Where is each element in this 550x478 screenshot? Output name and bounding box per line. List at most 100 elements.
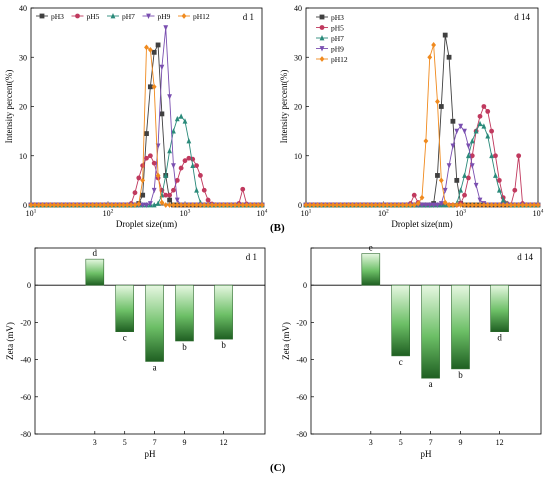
x-tick-label: 102 [378, 209, 389, 219]
data-point [500, 197, 506, 203]
data-point [36, 202, 42, 208]
data-point [319, 202, 324, 208]
data-point [124, 202, 130, 208]
chart-zeta-day14: -80 -60 -40 -20 0 3 e 5 c 7 a 9 b 12 d pH Zeta (mV) d 14 [281, 243, 542, 459]
y-tick-label: -20 [296, 318, 307, 327]
data-point [473, 202, 479, 208]
y-tick-label: 10 [294, 152, 302, 161]
data-point [147, 84, 153, 90]
data-point [527, 202, 533, 208]
data-point [159, 199, 165, 206]
data-point [248, 202, 253, 208]
x-tick-label: 104 [533, 209, 544, 219]
data-point [186, 155, 192, 161]
data-point [151, 187, 157, 194]
data-point [194, 163, 199, 169]
significance-letter: a [429, 379, 433, 389]
data-point [342, 202, 348, 208]
data-point [450, 143, 456, 149]
x-tick-label: 102 [103, 209, 114, 219]
data-point [431, 202, 436, 208]
series-ph12 [28, 44, 265, 208]
legend-marker [319, 35, 325, 41]
bar-ph-3 [361, 253, 381, 286]
legend-label: pH12 [331, 55, 348, 64]
data-point [415, 200, 421, 207]
x-tick-label: 5 [399, 438, 403, 447]
data-point [481, 123, 487, 129]
corner-label: d 1 [243, 12, 254, 22]
data-point [59, 202, 65, 208]
legend-label: pH9 [331, 45, 344, 54]
data-point [307, 202, 313, 208]
data-point [493, 172, 498, 178]
data-point [151, 83, 157, 90]
data-point [82, 202, 88, 208]
legend-marker [319, 14, 325, 20]
significance-letter: d [93, 248, 98, 258]
x-axis-label: Droplet size(nm) [116, 219, 177, 229]
legend-label: pH7 [331, 34, 344, 43]
chart-zeta-day1: -80 -60 -40 -20 0 3 d 5 c 7 a 9 b 12 b pH Zeta (mV) d 1 [5, 247, 266, 459]
data-point [353, 202, 359, 208]
x-tick-label: 9 [183, 438, 187, 447]
data-point [174, 177, 180, 183]
y-tick-label: -40 [20, 356, 31, 365]
legend-label: pH3 [51, 12, 64, 21]
data-point [442, 187, 448, 194]
data-point [109, 202, 115, 208]
legend-label: pH5 [331, 24, 344, 33]
data-point [163, 172, 169, 178]
data-point [458, 187, 464, 193]
data-point [469, 163, 475, 169]
data-point [117, 202, 122, 208]
significance-letter: b [221, 340, 226, 350]
data-point [190, 162, 196, 168]
data-point [496, 202, 502, 208]
data-point [508, 202, 514, 208]
data-point [178, 113, 184, 119]
data-point [28, 202, 34, 208]
plot-frame [310, 247, 542, 435]
y-tick-label: -80 [20, 430, 31, 439]
bar-ph-9 [175, 284, 194, 342]
data-point [182, 202, 188, 208]
data-point [485, 202, 491, 208]
data-point [201, 187, 207, 193]
x-tick-label: 3 [93, 438, 97, 447]
data-point [186, 137, 192, 144]
legend-marker [319, 56, 325, 62]
data-point [489, 202, 494, 208]
data-point [346, 202, 351, 208]
data-point [404, 202, 409, 208]
data-point [419, 194, 425, 201]
legend-marker [75, 13, 80, 19]
x-axis-label: pH [145, 449, 157, 459]
data-point [392, 202, 398, 208]
data-point [182, 118, 188, 124]
x-axis-label: pH [421, 449, 433, 459]
x-tick-label: 103 [180, 209, 191, 219]
data-point [411, 192, 417, 198]
data-point [136, 175, 142, 181]
corner-label: d 1 [246, 252, 257, 262]
series-line [306, 105, 538, 206]
data-point [365, 202, 371, 208]
data-point [330, 202, 336, 208]
legend-label: pH5 [87, 12, 100, 21]
legend-label: pH7 [122, 12, 135, 21]
data-point [171, 187, 176, 193]
data-point [97, 202, 103, 208]
data-point [94, 202, 99, 208]
y-tick-label: -40 [296, 356, 307, 365]
bar-ph-5 [115, 284, 134, 333]
data-point [326, 202, 332, 208]
data-point [167, 202, 172, 208]
data-point [388, 202, 394, 208]
data-point [132, 202, 138, 208]
significance-letter: a [153, 362, 157, 372]
y-axis-label: Intensity percent(%) [4, 70, 14, 144]
data-point [147, 46, 153, 53]
bar-ph-12 [490, 284, 509, 333]
legend-marker [319, 46, 325, 52]
